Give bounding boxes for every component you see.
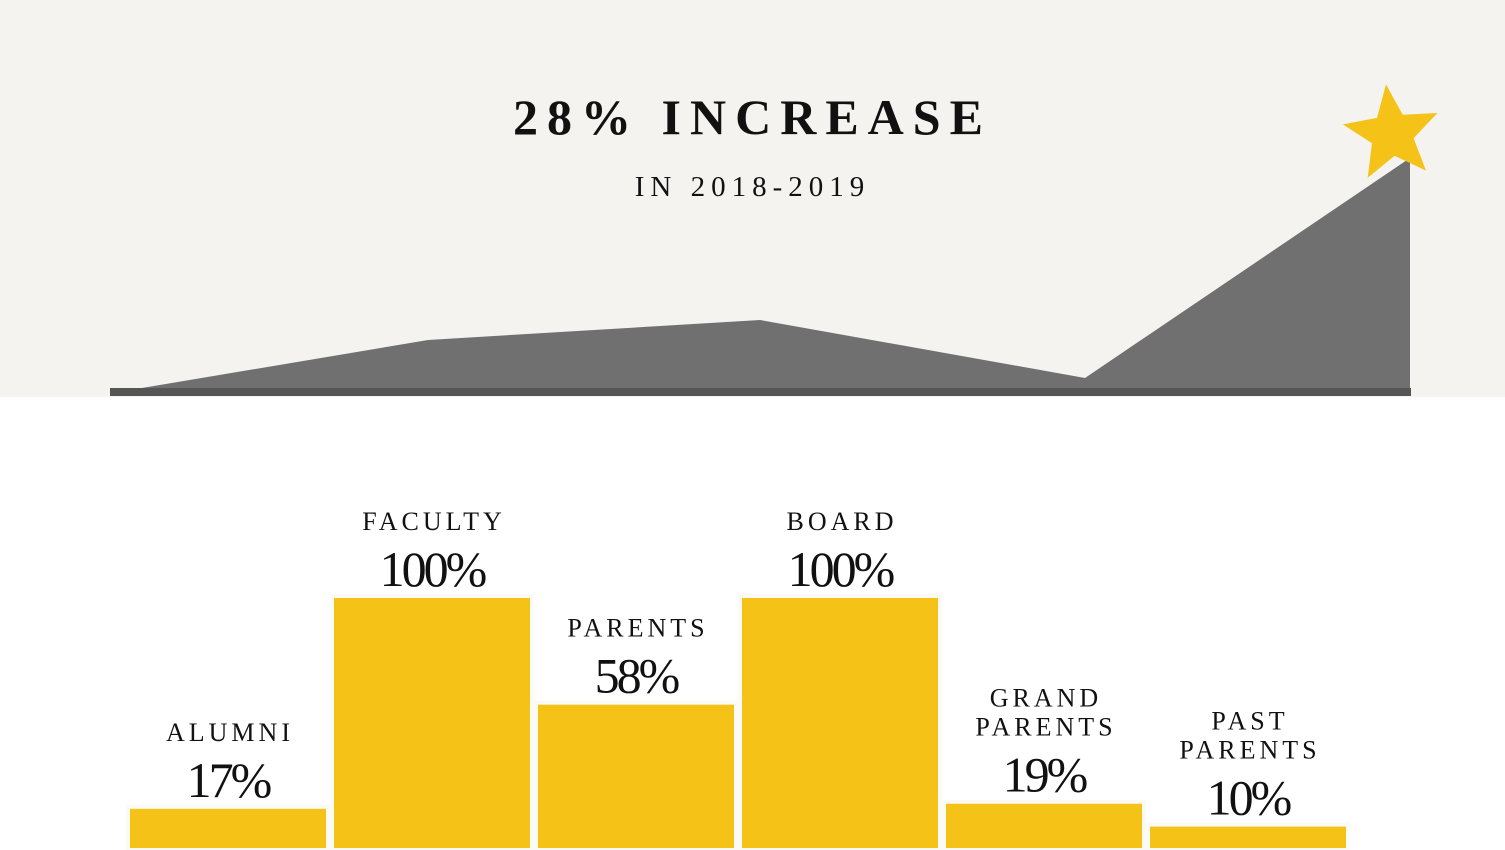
- bar-value-label: 58%: [595, 648, 679, 704]
- bar: [330, 594, 534, 850]
- bar-category-label: BOARD: [786, 507, 897, 536]
- bar: [1146, 822, 1350, 850]
- trend-area-chart: [110, 84, 1438, 396]
- bar-category-label: PARENTS: [975, 713, 1116, 742]
- bar: [942, 799, 1146, 850]
- trend-baseline: [110, 388, 1411, 396]
- star-icon: [1342, 84, 1438, 178]
- bar-category-label: GRAND: [990, 684, 1102, 713]
- headline: 28% INCREASE: [513, 89, 992, 145]
- bar-category-label: PARENTS: [1179, 736, 1320, 765]
- trend-area: [130, 158, 1410, 390]
- subheadline: IN 2018-2019: [634, 171, 871, 203]
- bar: [738, 594, 942, 850]
- bar-value-label: 10%: [1207, 770, 1291, 826]
- bar-category-label: FACULTY: [362, 507, 506, 536]
- bar-category-label: ALUMNI: [166, 718, 294, 747]
- bar-value-label: 100%: [380, 541, 486, 597]
- bar-value-label: 100%: [788, 541, 894, 597]
- bar-value-label: 17%: [187, 752, 271, 808]
- bar-category-label: PARENTS: [567, 614, 708, 643]
- bar-value-label: 19%: [1003, 747, 1087, 803]
- bar-category-label: PAST: [1211, 707, 1288, 736]
- bar: [126, 804, 330, 850]
- bar: [534, 700, 738, 850]
